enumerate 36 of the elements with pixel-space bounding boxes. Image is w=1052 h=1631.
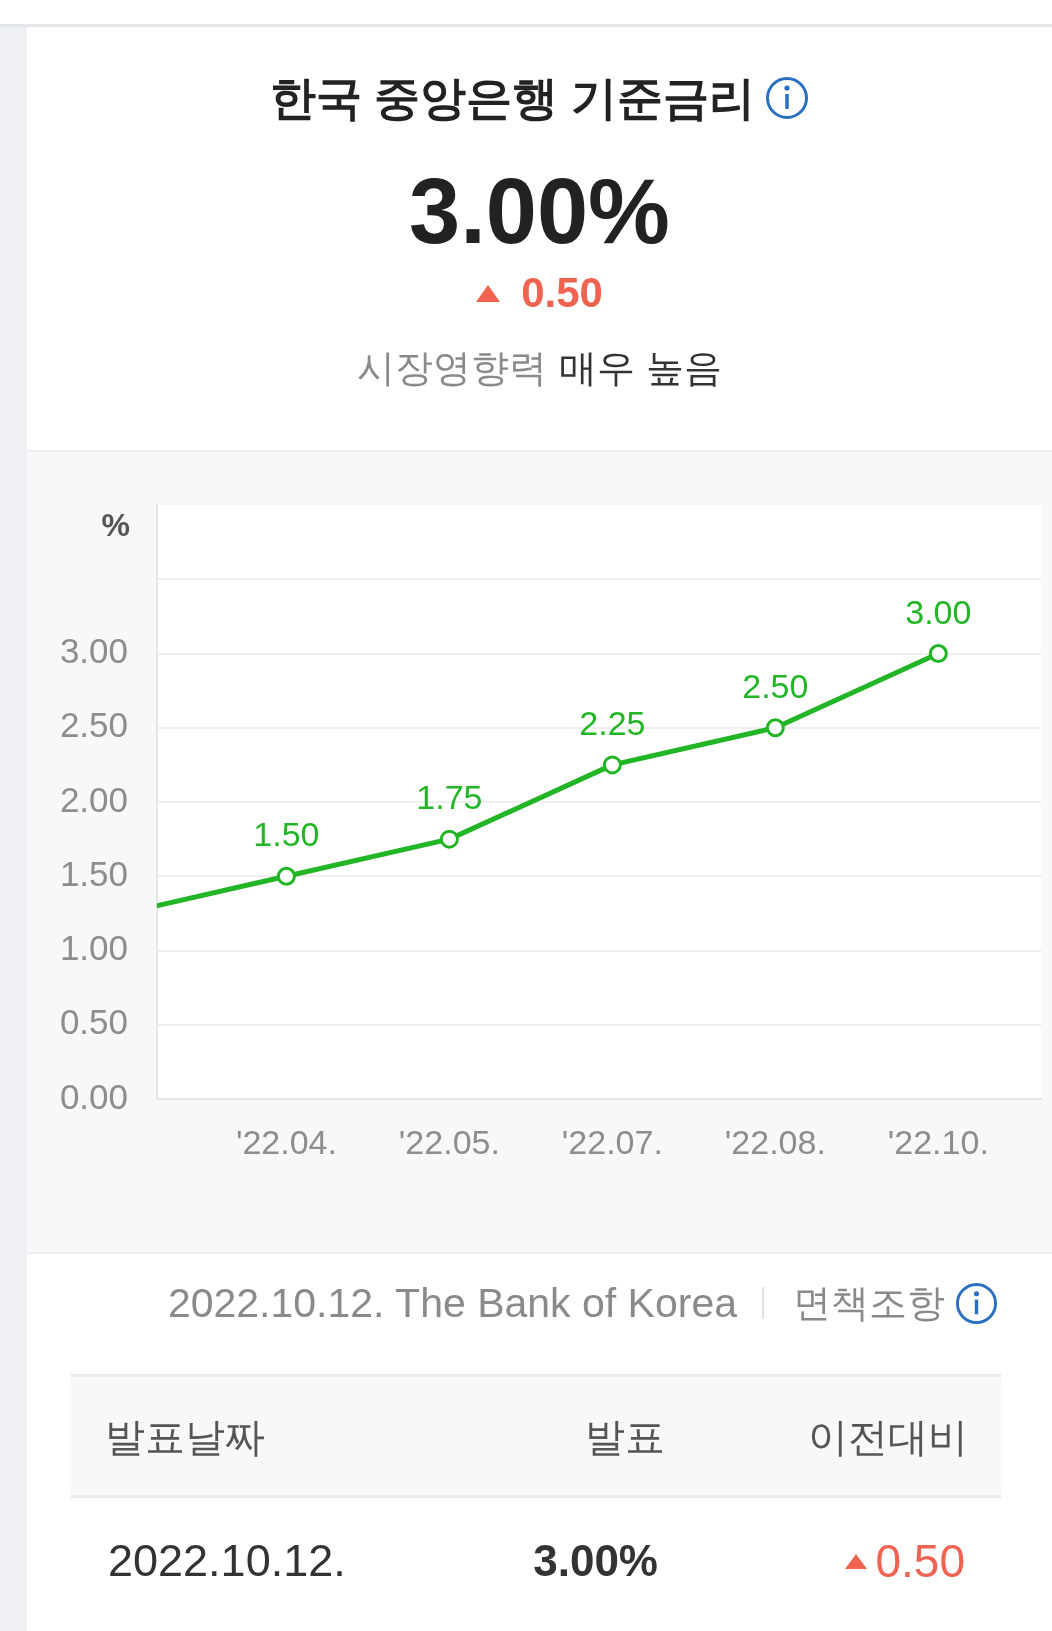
text: 이전대비: [808, 1414, 968, 1461]
text: 0.50: [875, 1534, 965, 1588]
text: 2022.10.12.: [108, 1534, 346, 1588]
text: 0.50: [521, 269, 603, 316]
point: [276, 866, 296, 886]
x-tick-label: '22.04.: [235, 1122, 337, 1161]
y-axis-title: %: [101, 506, 130, 543]
y-tick-label: 2.00: [59, 779, 128, 819]
text: 3.00%: [533, 1535, 658, 1587]
y-tick-label: 1.00: [59, 928, 128, 968]
data-label: 1.75: [416, 778, 483, 817]
data-label: 2.50: [742, 666, 809, 705]
point: [602, 755, 622, 775]
text: 매우 높음: [559, 346, 722, 391]
x-tick-label: '22.05.: [398, 1122, 500, 1161]
y-tick-label: 3.00: [59, 631, 128, 671]
chart-subtitle: 3.00%: [409, 159, 670, 264]
text: 발표날짜: [105, 1414, 265, 1461]
text: 시장영향력: [357, 346, 548, 391]
data-label: 3.00: [905, 592, 972, 631]
text: 발표: [585, 1414, 665, 1461]
text: 면책조항: [793, 1281, 945, 1326]
point: [439, 829, 459, 849]
point: [765, 718, 785, 738]
point: [928, 644, 948, 663]
x-tick-label: '22.07.: [561, 1122, 663, 1161]
y-tick-label: 2.50: [59, 705, 128, 745]
x-tick-label: '22.10.: [887, 1122, 989, 1161]
x-tick-label: '22.08.: [724, 1122, 826, 1161]
y-tick-label: 1.50: [59, 853, 128, 893]
data-label: 2.25: [579, 703, 646, 742]
y-tick-label: 0.50: [59, 1002, 128, 1042]
data-label: 1.50: [253, 815, 320, 854]
y-tick-label: 0.00: [59, 1076, 128, 1116]
chart-title: 한국 중앙은행 기준금리: [269, 71, 756, 126]
text: 2022.10.12. The Bank of Korea: [167, 1279, 737, 1328]
